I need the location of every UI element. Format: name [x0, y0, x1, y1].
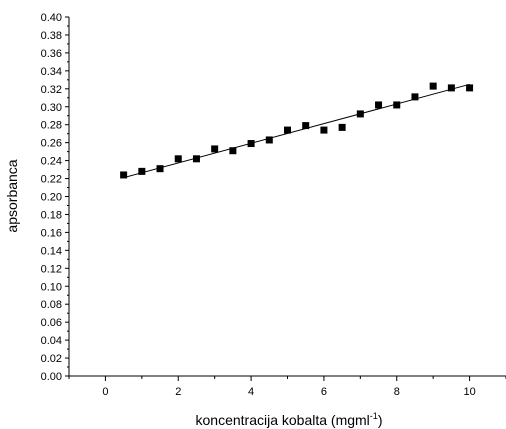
data-point: [447, 84, 455, 92]
data-point: [411, 93, 419, 101]
data-point: [466, 84, 474, 92]
y-axis-title: apsorbanca: [4, 159, 20, 232]
data-point: [120, 171, 128, 179]
y-tick-label: 0.04: [41, 335, 62, 347]
y-tick-label: 0.14: [41, 245, 62, 257]
data-point: [338, 123, 346, 131]
data-point: [265, 136, 273, 144]
y-tick-label: 0.22: [41, 174, 62, 186]
data-points: [120, 82, 474, 179]
y-tick-label: 0.20: [41, 192, 62, 204]
y-tick-label: 0.32: [41, 84, 62, 96]
data-point: [375, 101, 383, 109]
x-axis-title-main: koncentracija kobalta (mgml: [196, 412, 370, 428]
y-tick-label: 0.30: [41, 102, 62, 114]
data-point: [211, 145, 219, 153]
y-tick-label: 0.00: [41, 371, 62, 383]
x-tick-label: 10: [463, 386, 475, 398]
data-point: [229, 147, 237, 155]
data-point: [247, 140, 255, 148]
y-tick-label: 0.16: [41, 227, 62, 239]
y-tick-label: 0.08: [41, 299, 62, 311]
y-tick-label: 0.10: [41, 281, 62, 293]
y-tick-label: 0.28: [41, 120, 62, 132]
x-axis-title-superscript: -1: [370, 411, 378, 421]
x-tick-label: 2: [175, 386, 181, 398]
data-point: [156, 165, 164, 173]
y-tick-label: 0.06: [41, 317, 62, 329]
data-point: [320, 126, 328, 134]
y-tick-label: 0.38: [41, 30, 62, 42]
data-point: [284, 126, 291, 134]
y-tick-label: 0.34: [41, 66, 62, 78]
data-point: [302, 122, 310, 130]
y-axis: 0.00 0.02 0.04 0.06 0.08 0.10 0.12 0.14 0.16 0.18…: [41, 12, 69, 383]
y-tick-label: 0.02: [41, 353, 62, 365]
y-tick-label: 0.24: [41, 156, 62, 168]
x-tick-label: 4: [248, 386, 254, 398]
y-tick-label: 0.36: [41, 48, 62, 60]
x-tick-label: 6: [321, 386, 327, 398]
data-point: [393, 101, 401, 109]
x-tick-label: 8: [394, 386, 400, 398]
data-point: [138, 167, 146, 175]
data-point: [356, 110, 364, 118]
x-axis-title-suffix: ): [378, 412, 383, 428]
y-tick-label: 0.40: [41, 12, 62, 24]
x-axis-title: koncentracija kobalta (mgml-1): [196, 411, 383, 428]
y-tick-label: 0.26: [41, 138, 62, 150]
data-point: [429, 82, 437, 90]
y-tick-label: 0.18: [41, 209, 62, 221]
x-tick-label: 0: [102, 386, 108, 398]
data-point: [174, 155, 182, 163]
data-point: [192, 155, 200, 163]
y-tick-label: 0.12: [41, 263, 62, 275]
x-axis: 0 2 4 6 8 10: [68, 376, 506, 398]
